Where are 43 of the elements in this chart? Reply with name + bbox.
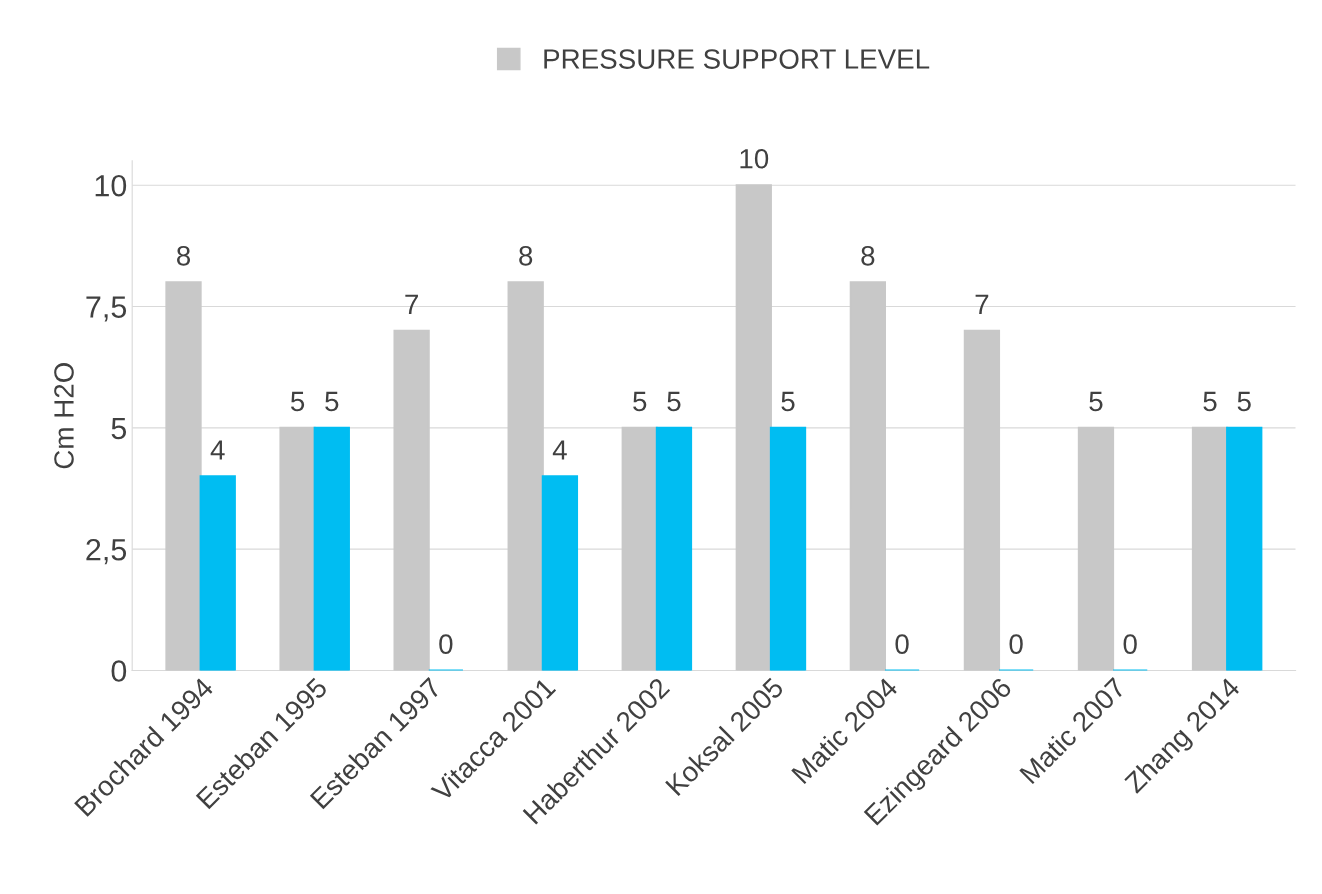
bar	[507, 281, 544, 671]
y-tick-label: 5	[111, 417, 127, 440]
bar	[621, 426, 658, 671]
data-label: 5	[1203, 391, 1217, 412]
data-label: 0	[439, 634, 453, 654]
bar	[279, 426, 316, 671]
bar	[735, 184, 772, 671]
y-tick-label: 2,5	[86, 538, 127, 565]
legend-label: PRESSURE SUPPORT LEVEL	[544, 49, 930, 69]
data-label: 8	[519, 245, 533, 266]
data-label: 5	[290, 391, 305, 412]
data-label: 5	[1237, 391, 1251, 412]
bar	[1191, 426, 1229, 671]
data-label: 8	[861, 245, 875, 266]
bar	[655, 426, 693, 671]
data-label: 5	[781, 391, 795, 412]
bar	[769, 426, 807, 671]
data-label: 4	[210, 440, 225, 460]
data-label: 7	[405, 294, 418, 314]
data-label: 0	[1123, 634, 1137, 654]
bar	[1226, 426, 1263, 671]
data-label: 7	[975, 294, 989, 314]
data-label: 0	[895, 634, 909, 654]
y-axis-title: Cm H2O	[54, 363, 74, 469]
y-tick-label: 7,5	[86, 296, 127, 322]
y-tick-label: 10	[95, 174, 127, 197]
data-label: 5	[667, 391, 681, 412]
bar	[313, 426, 350, 671]
bar	[541, 475, 579, 671]
data-label: 8	[177, 245, 191, 266]
bar	[393, 329, 430, 671]
y-tick-label: 0	[111, 660, 127, 682]
data-label: 5	[1089, 391, 1103, 412]
bar	[1077, 426, 1115, 671]
data-label: 4	[552, 440, 567, 460]
bar	[165, 281, 202, 671]
data-label: 5	[325, 391, 339, 412]
data-label: 0	[1009, 634, 1023, 654]
bar	[963, 329, 1001, 671]
bar	[849, 281, 886, 671]
bar	[199, 475, 236, 671]
data-label: 5	[633, 391, 647, 412]
data-label: 10	[740, 148, 769, 169]
